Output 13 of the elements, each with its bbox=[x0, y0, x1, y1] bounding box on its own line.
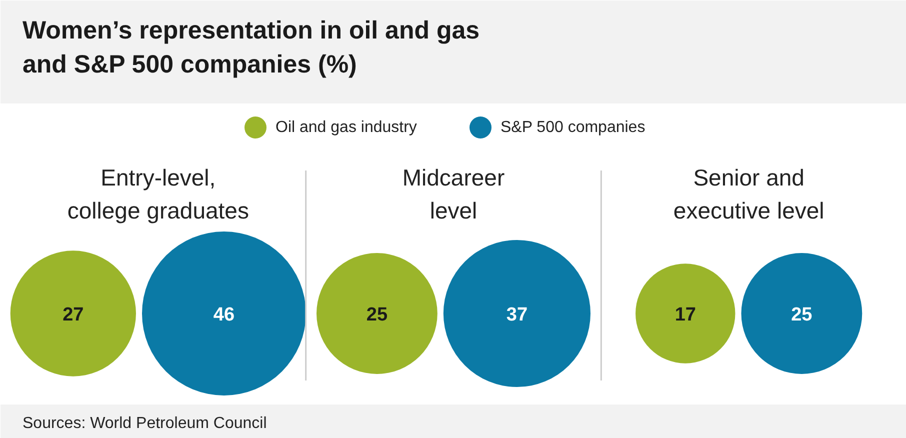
data-label: 17 bbox=[674, 304, 696, 326]
category-label: Midcareer level bbox=[402, 164, 505, 224]
category-label: Senior and executive level bbox=[673, 164, 824, 224]
data-label: 25 bbox=[791, 304, 813, 326]
source-note: Sources: World Petroleum Council bbox=[22, 415, 267, 432]
data-label: 37 bbox=[506, 304, 528, 326]
text: Women’s representation in oil and gas and S&P 500 companies (%) bbox=[22, 16, 480, 78]
data-label: 25 bbox=[366, 304, 388, 326]
category-label: Entry-level, college graduates bbox=[67, 164, 249, 224]
legend-label: Oil and gas industry bbox=[276, 119, 417, 136]
data-label: 46 bbox=[213, 304, 235, 326]
data-label: 27 bbox=[62, 304, 84, 326]
legend-label: S&P 500 companies bbox=[500, 119, 646, 136]
